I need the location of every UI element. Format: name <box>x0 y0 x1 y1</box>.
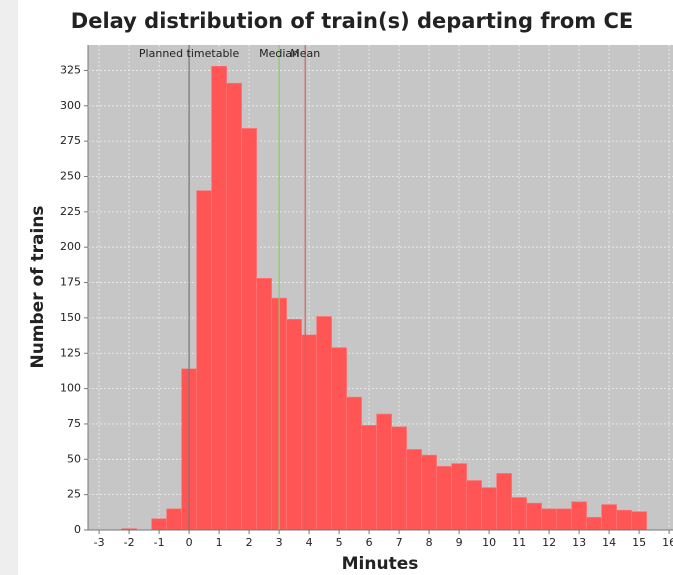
y-tick-label: 225 <box>60 205 81 218</box>
x-tick-label: 15 <box>632 536 646 549</box>
x-tick-label: 3 <box>276 536 283 549</box>
x-tick-label: 1 <box>216 536 223 549</box>
bar <box>466 480 482 531</box>
y-tick-label: 150 <box>60 311 81 324</box>
x-tick-label: 6 <box>366 536 373 549</box>
marker-label: Mean <box>290 47 320 60</box>
bar <box>256 278 272 531</box>
x-tick-label: 11 <box>512 536 526 549</box>
y-tick-label: 250 <box>60 170 81 183</box>
y-axis-label: Number of trains <box>28 205 48 368</box>
x-axis-label: Minutes <box>342 554 419 574</box>
bar <box>151 518 167 531</box>
x-tick-label: 14 <box>602 536 616 549</box>
bar <box>421 454 437 531</box>
y-tick-label: 175 <box>60 276 81 289</box>
x-tick-label: -3 <box>94 536 105 549</box>
bar <box>361 425 377 531</box>
x-tick-label: 8 <box>426 536 433 549</box>
x-tick-label: -1 <box>154 536 165 549</box>
x-tick-label: -2 <box>124 536 135 549</box>
bar <box>331 347 347 531</box>
y-tick-label: 325 <box>60 63 81 76</box>
bar <box>451 463 467 531</box>
bar <box>226 82 242 531</box>
bar <box>391 426 407 531</box>
bar <box>346 396 362 531</box>
x-tick-label: 10 <box>482 536 496 549</box>
bar <box>286 319 302 531</box>
bar <box>241 128 257 531</box>
bar <box>481 487 497 531</box>
x-tick-label: 4 <box>306 536 313 549</box>
x-tick-label: 2 <box>246 536 253 549</box>
bar <box>511 497 527 531</box>
bar <box>586 516 602 531</box>
x-tick-label: 13 <box>572 536 586 549</box>
x-tick-label: 16 <box>662 536 673 549</box>
x-tick-label: 7 <box>396 536 403 549</box>
bar <box>196 190 212 531</box>
bar <box>526 502 542 531</box>
x-tick-label: 0 <box>186 536 193 549</box>
bar <box>631 511 647 531</box>
bar <box>571 501 587 531</box>
y-tick-label: 300 <box>60 99 81 112</box>
x-tick-label: 9 <box>456 536 463 549</box>
bar <box>316 316 332 531</box>
bar <box>376 413 392 531</box>
y-tick-label: 100 <box>60 382 81 395</box>
marker-label: Planned timetable <box>139 47 240 60</box>
bar <box>211 65 227 531</box>
bar <box>406 449 422 531</box>
bar <box>166 508 182 531</box>
bar <box>541 508 557 531</box>
chart-title: Delay distribution of train(s) departing… <box>71 9 633 33</box>
y-tick-label: 75 <box>67 417 81 430</box>
bar <box>436 466 452 531</box>
bar <box>496 473 512 531</box>
y-tick-label: 200 <box>60 240 81 253</box>
bar <box>556 508 572 531</box>
y-tick-label: 0 <box>74 523 81 536</box>
y-tick-label: 50 <box>67 452 81 465</box>
x-tick-label: 5 <box>336 536 343 549</box>
x-tick-label: 12 <box>542 536 556 549</box>
bar <box>601 504 617 531</box>
y-tick-label: 275 <box>60 134 81 147</box>
marker-label: Median <box>259 47 299 60</box>
y-tick-label: 125 <box>60 346 81 359</box>
bar <box>301 334 317 531</box>
bar <box>616 509 632 531</box>
y-tick-label: 25 <box>67 488 81 501</box>
